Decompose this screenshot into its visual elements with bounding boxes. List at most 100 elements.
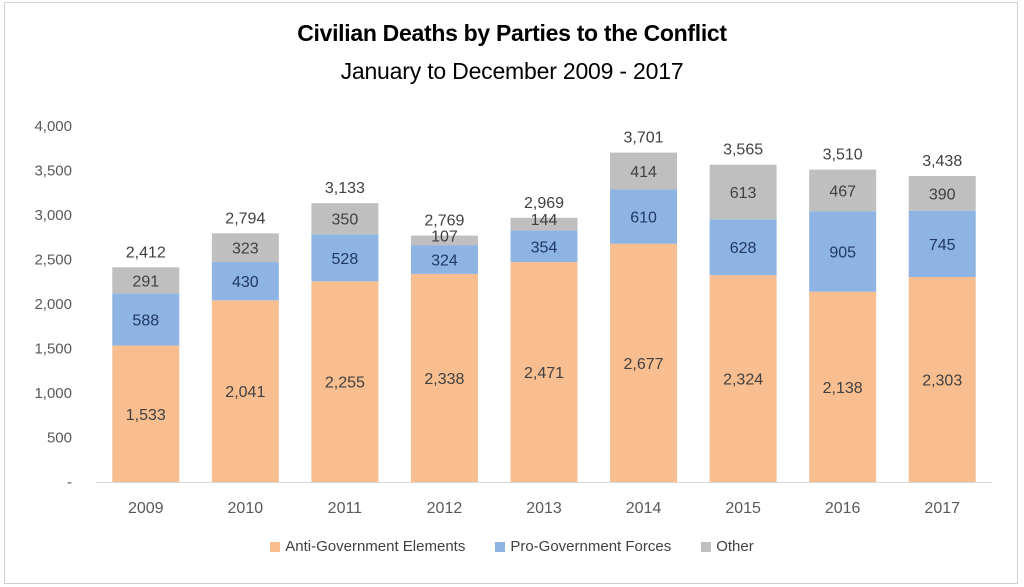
bar-segment <box>610 189 678 244</box>
bar-segment <box>112 293 180 346</box>
data-label: 613 <box>730 185 757 202</box>
bar-stack-2017: 2,303 745 390 3,438 <box>908 153 976 482</box>
total-label: 3,565 <box>723 142 763 159</box>
bar-segment <box>410 273 478 482</box>
y-tick-label: 2,500 <box>34 252 72 269</box>
data-label: 291 <box>132 273 159 290</box>
y-tick-label: 3,500 <box>34 163 72 180</box>
data-label: 107 <box>431 228 458 245</box>
legend: Anti-Government Elements Pro-Government … <box>0 538 1024 555</box>
legend-swatch-other <box>701 541 712 552</box>
legend-item-anti-government: Anti-Government Elements <box>270 538 465 555</box>
y-tick-label: 1,000 <box>34 385 72 402</box>
data-label: 2,138 <box>823 380 863 397</box>
total-label: 3,133 <box>325 180 365 197</box>
chart-subtitle: January to December 2009 - 2017 <box>340 58 684 84</box>
data-label: 2,255 <box>325 375 365 392</box>
legend-item-pro-government: Pro-Government Forces <box>495 538 671 555</box>
legend-swatch-pro-government <box>495 541 506 552</box>
x-tick-label: 2011 <box>328 500 363 517</box>
data-label: 354 <box>531 239 558 256</box>
y-tick-label: 3,000 <box>34 207 72 224</box>
y-tick-label: - <box>67 474 72 491</box>
legend-swatch-anti-government <box>270 541 281 552</box>
bar-segment <box>709 219 777 276</box>
y-tick-label: 500 <box>47 430 72 447</box>
data-label: 2,677 <box>624 356 664 373</box>
bar-stack-2010: 2,041 430 323 2,794 <box>211 210 279 482</box>
data-label: 528 <box>332 251 359 268</box>
bar-segment <box>311 281 379 482</box>
total-label: 2,412 <box>126 244 166 261</box>
legend-label-anti-government: Anti-Government Elements <box>285 538 466 555</box>
data-label: 323 <box>232 241 259 258</box>
data-label: 905 <box>829 244 856 261</box>
x-tick-label: 2010 <box>228 500 264 517</box>
bar-segment <box>610 243 678 482</box>
x-tick-label: 2016 <box>825 500 861 517</box>
bar-segment <box>211 300 279 482</box>
x-tick-label: 2012 <box>427 500 463 517</box>
total-label: 2,794 <box>225 210 265 227</box>
bar-segment <box>311 203 379 235</box>
x-tick-label: 2015 <box>725 500 761 517</box>
total-label: 3,510 <box>823 147 863 164</box>
bar-segment <box>908 277 976 482</box>
total-label: 3,438 <box>922 153 962 170</box>
bar-segment <box>809 291 877 482</box>
bar-segment <box>709 275 777 482</box>
bar-segment <box>311 234 379 282</box>
data-label: 324 <box>431 253 458 270</box>
chart-title: Civilian Deaths by Parties to the Confli… <box>297 20 727 46</box>
bar-stack-2009: 1,533 588 291 2,412 <box>112 244 180 482</box>
data-label: 2,324 <box>723 372 763 389</box>
bar-stack-2014: 2,677 610 414 3,701 <box>610 130 678 482</box>
data-label: 1,533 <box>126 407 166 424</box>
data-label: 2,303 <box>922 373 962 390</box>
x-tick-label: 2017 <box>924 500 960 517</box>
bar-segment <box>112 267 180 294</box>
x-tick-label: 2014 <box>626 500 662 517</box>
data-label: 414 <box>630 164 657 181</box>
data-label: 610 <box>630 210 657 227</box>
total-label: 2,769 <box>424 213 464 230</box>
bar-segment <box>809 211 877 292</box>
legend-label-other: Other <box>716 538 754 555</box>
bar-segment <box>410 235 478 246</box>
bar-segment <box>211 233 279 263</box>
bar-segment <box>809 169 877 212</box>
y-tick-label: 2,000 <box>34 296 72 313</box>
bar-stack-2011: 2,255 528 350 3,133 <box>311 180 379 482</box>
data-label: 144 <box>531 212 558 229</box>
total-label: 3,701 <box>624 130 664 147</box>
legend-item-other: Other <box>701 538 754 555</box>
data-label: 430 <box>232 274 259 291</box>
data-label: 2,041 <box>225 384 265 401</box>
bar-segment <box>410 245 478 274</box>
bar-segment <box>610 152 678 190</box>
bar-segment <box>908 176 976 211</box>
data-label: 350 <box>332 212 359 229</box>
data-label: 588 <box>132 312 159 329</box>
bar-stack-2016: 2,138 905 467 3,510 <box>809 147 877 482</box>
bar-stack-2015: 2,324 628 613 3,565 <box>709 142 777 482</box>
total-label: 2,969 <box>524 195 564 212</box>
y-tick-label: 4,000 <box>34 118 72 135</box>
bars: 1,533 588 291 2,412 2,041 430 323 2,794 2,255 528… <box>112 130 976 482</box>
bar-segment <box>211 262 279 301</box>
x-axis: 2009 2010 2011 2012 2013 2014 2015 2016 2017 <box>96 482 992 517</box>
data-label: 2,338 <box>424 371 464 388</box>
legend-label-pro-government: Pro-Government Forces <box>510 538 672 555</box>
data-label: 390 <box>929 186 956 203</box>
data-label: 745 <box>929 237 956 254</box>
bar-segment <box>908 210 976 278</box>
bar-segment <box>510 262 578 482</box>
data-label: 467 <box>829 183 856 200</box>
bar-segment <box>112 345 180 482</box>
data-label: 2,471 <box>524 365 564 382</box>
data-label: 628 <box>730 240 757 257</box>
bar-segment <box>709 164 777 220</box>
